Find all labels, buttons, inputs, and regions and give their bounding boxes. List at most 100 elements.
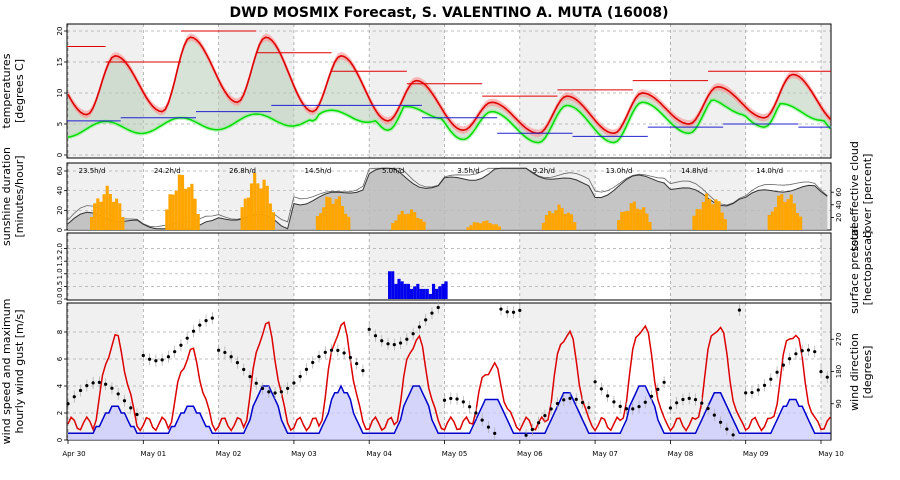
wind-direction-dot (731, 433, 735, 437)
wind-direction-dot (336, 348, 340, 353)
sunshine-bar (347, 216, 351, 230)
wind-direction-dot (493, 431, 497, 435)
wind-direction-dot (66, 402, 70, 406)
sunshine-bar (494, 224, 498, 230)
sunshine-axis-label: [minutes/hour] (13, 155, 26, 237)
wind-direction-dot (518, 308, 522, 312)
wind-gust-line (67, 320, 831, 432)
wind-direction-dot (631, 407, 635, 411)
wind-direction-dot (668, 406, 673, 410)
sunshine-bar (767, 214, 771, 230)
sunshine-bar (777, 195, 781, 230)
wind-direction-dot (449, 396, 453, 401)
sunshine-bar (89, 216, 94, 230)
wind-direction-dot (580, 400, 585, 405)
wind-direction-dot (794, 352, 798, 356)
wind-direction-dot (417, 325, 421, 329)
sunshine-bar (259, 188, 263, 230)
wind-direction-dot (110, 386, 114, 390)
wind-direction-dot (210, 316, 214, 320)
wind-direction-dot (769, 377, 773, 381)
precipitation-bar (425, 288, 429, 299)
sunshine-bar (632, 201, 636, 230)
day-band (143, 233, 219, 300)
panel-frame (66, 232, 832, 301)
sunshine-bar (551, 213, 555, 230)
y-tick-label: 5 (56, 122, 64, 126)
sunshine-bar (340, 206, 345, 230)
y-right-tick-label: 180 (835, 365, 843, 378)
wind-direction-dot (474, 411, 478, 415)
sunshine-bar (799, 216, 803, 230)
wind-direction-dot (606, 394, 610, 398)
precipitation-bar (403, 283, 407, 299)
wind-direction-dot (681, 397, 685, 402)
day-band (821, 24, 831, 158)
sunshine-bar (645, 213, 649, 230)
y-right-tick-label: 60 (835, 188, 843, 197)
temperature-panel: 0 5 10 15 20 temperatures [degrees C] (0, 23, 832, 159)
sunshine-bar (115, 198, 119, 230)
y-tick-label: 8 (56, 330, 64, 334)
x-tick-label: May 07 (592, 450, 618, 458)
wind-direction-dot (455, 397, 459, 401)
cloud-axis-label: total effective cloud (848, 141, 861, 251)
y-tick-label: 0.5 (56, 281, 64, 292)
sunshine-bar (413, 212, 417, 230)
day-band (293, 233, 370, 300)
temp-dewpoint-area (68, 37, 831, 143)
wind-direction-dot (480, 418, 484, 422)
wind-direction-dot (267, 390, 271, 394)
sunshine-bar (99, 201, 103, 230)
sunshine-bar (554, 210, 558, 230)
wind-direction-dot (637, 405, 641, 409)
wind-direction-dot (348, 355, 352, 360)
x-tick-label: May 04 (366, 450, 392, 458)
sunshine-bar (419, 219, 423, 230)
wind-direction-dot (562, 398, 566, 402)
wind-direction-dot (122, 399, 127, 403)
precipitation-bar (444, 281, 448, 299)
wind-direction-dot (436, 305, 440, 310)
chart-title: DWD MOSMIX Forecast, S. VALENTINO A. MUT… (230, 5, 669, 21)
wind-direction-dot (373, 334, 378, 338)
wind-direction-dot (719, 420, 723, 424)
wind-direction-dot (198, 323, 202, 327)
sunshine-bar (334, 199, 338, 230)
wind-direction-dot (775, 370, 779, 374)
wind-direction-dot (543, 413, 547, 418)
direction-axis-label: [degrees] (861, 346, 874, 399)
y-tick-label: 1.0 (56, 268, 64, 279)
wind-direction-dot (618, 404, 622, 408)
wind-direction-dot (442, 398, 447, 402)
sunshine-bar (563, 213, 567, 230)
sunshine-bar (482, 221, 486, 230)
wind-direction-dot (587, 405, 591, 410)
wind-direction-dot (537, 421, 541, 425)
precipitation-bar (416, 283, 420, 299)
wind-direction-dot (254, 381, 258, 385)
sunshine-bar (626, 210, 630, 230)
wind-direction-dot (173, 350, 177, 354)
x-axis: Apr 30 May 01 May 02 May 03 May 04 May 05 May … (62, 440, 844, 458)
day-band (218, 233, 294, 300)
y-right-tick-label: 20 (835, 213, 843, 222)
wind-direction-dot (486, 425, 491, 429)
wind-direction-dot (361, 369, 365, 373)
precipitation-bar (422, 288, 426, 299)
wind-direction-dot (311, 360, 315, 365)
temperature-line (67, 36, 831, 135)
wind-direction-dot (725, 427, 729, 431)
precipitation-bar (409, 288, 414, 299)
sunshine-bar (328, 197, 332, 230)
wind-direction-dot (298, 374, 302, 379)
sunshine-bar (193, 198, 197, 230)
wind-direction-dot (675, 401, 679, 405)
day-band (745, 233, 821, 300)
daily-sunshine-label: 23.5h/d (79, 167, 106, 175)
precipitation-bar (391, 271, 395, 299)
y-tick-label: 2.0 (56, 243, 64, 254)
sunshine-bar (701, 201, 705, 230)
wind-direction-dot (292, 381, 296, 385)
